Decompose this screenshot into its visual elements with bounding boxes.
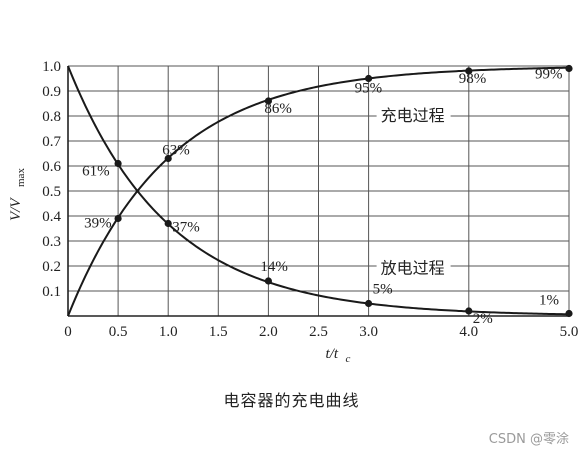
y-tick-label: 1.0 [42,59,61,75]
point-label-charge: 95% [355,81,383,97]
series-line-charge [67,66,570,317]
series-label-discharge: 放电过程 [381,259,445,278]
grid [67,65,570,316]
watermark-text: CSDN @零涂 [488,432,569,447]
x-tick-label: 0 [64,324,72,340]
chart-caption: 电容器的充电曲线 [223,391,360,410]
y-axis-label: V/V [8,197,24,221]
data-point-discharge [465,307,473,315]
point-label-discharge: 14% [260,259,288,275]
series-line-discharge [67,65,570,316]
point-label-charge: 98% [459,71,487,87]
data-point-discharge [164,219,172,228]
point-label-discharge: 37% [172,220,200,236]
point-label-charge: 99% [535,67,563,83]
y-tick-label: 0.7 [42,134,61,150]
x-tick-label: 4.0 [459,324,478,340]
point-label-charge: 86% [264,101,292,117]
x-tick-label: 1.0 [159,324,178,340]
data-point-charge [264,97,272,105]
data-point-charge [565,64,573,73]
point-label-discharge: 1% [539,293,559,309]
data-point-charge [465,67,473,75]
y-tick-label: 0.6 [42,159,61,175]
data-point-discharge [565,309,573,318]
point-label-charge: 39% [84,216,112,232]
y-axis-label-sub: max [15,168,27,187]
y-tick-label: 0.2 [42,259,61,275]
y-axis-label-group: V/V max [8,168,27,221]
point-label-charge: 63% [162,143,190,159]
y-tick-label: 0.5 [42,184,61,200]
point-label-discharge: 2% [473,311,493,327]
y-tick-label: 0.4 [42,209,61,225]
data-point-discharge [365,299,373,308]
data-point-charge [114,214,122,223]
data-point-discharge [114,159,122,168]
series-label-bg [376,257,451,280]
series-label-bg [376,105,451,127]
labels: 39% 63% 86% 95% 98% 99% 61% 37% 14% 5% 2% 1% 充电过程放电过… [82,67,562,328]
x-tick-label: 0.5 [109,324,128,340]
y-tick-label: 0.3 [42,234,61,250]
point-label-discharge: 5% [373,282,393,298]
y-tick-label: 0.8 [42,109,61,125]
data-point-charge [365,74,373,83]
x-tick-label: 5.0 [560,324,579,340]
x-axis-label: t/t [326,346,339,362]
axes: 0 0.5 1.0 1.5 2.0 2.5 3.0 4.0 5.0 0.1 0.2 0.3 0.4 0.5… [8,59,578,365]
series-label-charge: 充电过程 [381,106,445,125]
x-tick-label: 2.0 [259,324,278,340]
y-tick-label: 0.1 [42,284,61,300]
x-tick-label: 3.0 [359,324,378,340]
data-point-charge [164,154,172,163]
series [67,64,573,318]
x-axis-label-sub: c [346,353,351,365]
x-tick-label: 2.5 [309,324,328,340]
y-tick-label: 0.9 [42,84,61,100]
point-label-discharge: 61% [82,164,110,180]
x-tick-label: 1.5 [209,324,228,340]
data-point-discharge [264,277,272,285]
